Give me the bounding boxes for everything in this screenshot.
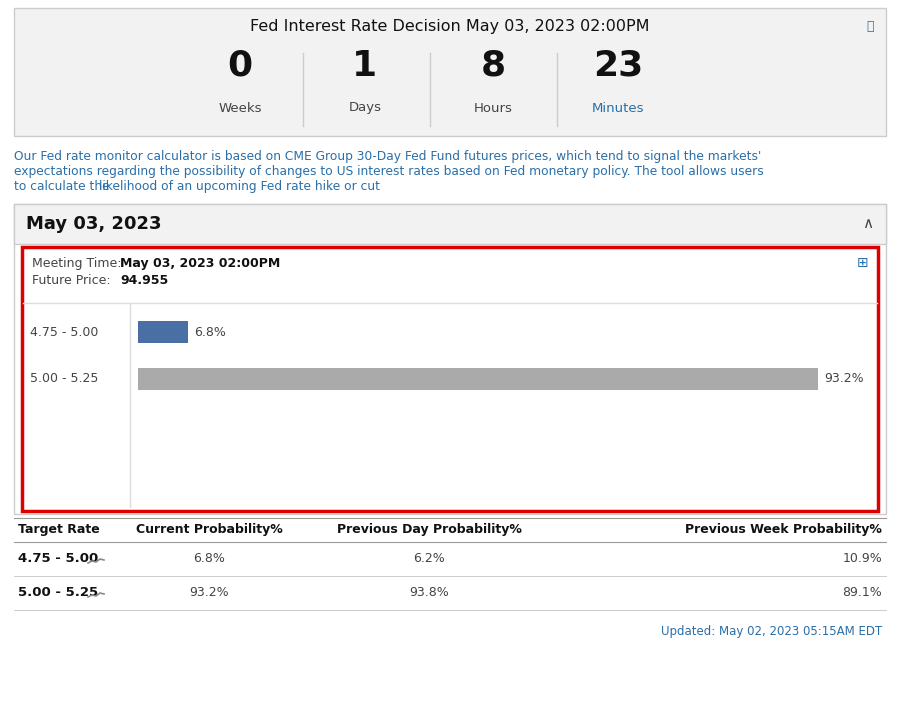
Text: 8: 8 [481,49,506,83]
Text: Minutes: Minutes [592,102,644,114]
Text: 0: 0 [228,49,253,83]
Text: Days: Days [348,102,382,114]
Text: 4.75 - 5.00: 4.75 - 5.00 [18,552,98,566]
Text: 4.75 - 5.00: 4.75 - 5.00 [30,326,98,338]
Text: 6.2%: 6.2% [413,552,445,566]
Text: Updated: May 02, 2023 05:15AM EDT: Updated: May 02, 2023 05:15AM EDT [661,625,882,639]
Text: likelihood of an upcoming Fed rate hike or cut: likelihood of an upcoming Fed rate hike … [99,180,380,193]
Text: 5.00 - 5.25: 5.00 - 5.25 [18,586,98,600]
Text: .: . [329,180,333,193]
Text: 94.955: 94.955 [120,274,168,288]
Text: 93.8%: 93.8% [410,586,449,600]
Text: Fed Interest Rate Decision May 03, 2023 02:00PM: Fed Interest Rate Decision May 03, 2023 … [250,18,650,34]
Text: Future Price:: Future Price: [32,274,111,288]
Text: ⊞: ⊞ [857,256,868,270]
Bar [14,8,886,136]
Text: 10.9%: 10.9% [842,552,882,566]
Bar [138,321,187,343]
Text: Previous Day Probability%: Previous Day Probability% [337,524,521,536]
Text: Previous Week Probability%: Previous Week Probability% [685,524,882,536]
Text: 1: 1 [353,49,378,83]
Text: 93.2%: 93.2% [189,586,229,600]
Text: 🔔: 🔔 [866,20,874,32]
Text: 5.00 - 5.25: 5.00 - 5.25 [30,373,98,385]
Text: to calculate the: to calculate the [14,180,113,193]
Bar [14,204,886,514]
Text: May 03, 2023 02:00PM: May 03, 2023 02:00PM [120,256,280,270]
Text: Meeting Time:: Meeting Time: [32,256,122,270]
Text: Weeks: Weeks [218,102,262,114]
Text: ∧: ∧ [862,216,874,232]
Text: 89.1%: 89.1% [842,586,882,600]
Text: Our Fed rate monitor calculator is based on CME Group 30-Day Fed Fund futures pr: Our Fed rate monitor calculator is based… [14,150,761,163]
Bar [138,368,818,390]
Bar [14,204,886,244]
Text: May 03, 2023: May 03, 2023 [26,215,161,233]
Text: Target Rate: Target Rate [18,524,100,536]
Text: 23: 23 [593,49,644,83]
Text: Current Probability%: Current Probability% [136,524,283,536]
Bar [22,247,878,511]
Text: expectations regarding the possibility of changes to US interest rates based on : expectations regarding the possibility o… [14,165,764,178]
Text: 6.8%: 6.8% [194,326,226,338]
Text: Hours: Hours [473,102,512,114]
Text: 93.2%: 93.2% [824,373,864,385]
Text: 6.8%: 6.8% [194,552,225,566]
